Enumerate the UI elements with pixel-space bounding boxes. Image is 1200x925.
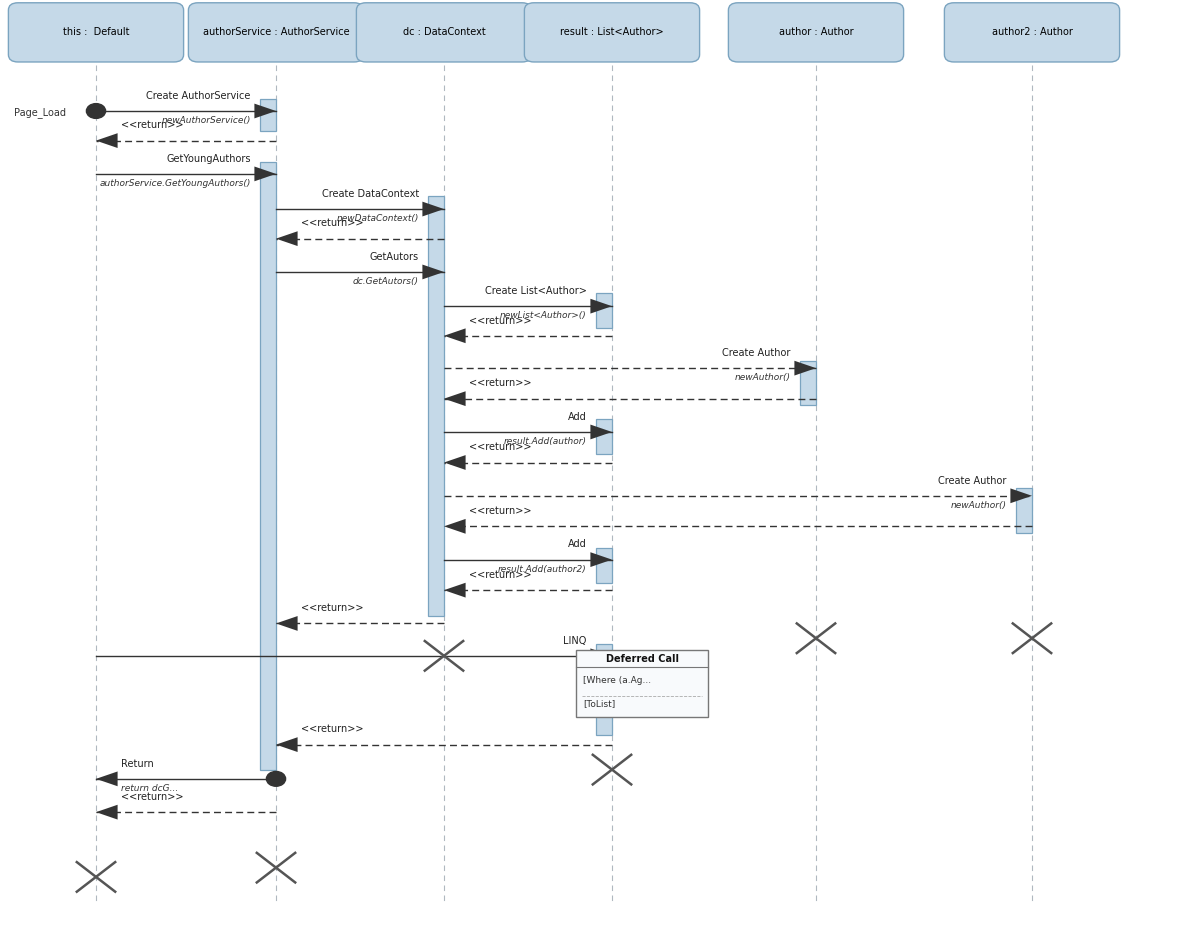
- Polygon shape: [276, 737, 298, 752]
- Polygon shape: [96, 805, 118, 820]
- Polygon shape: [794, 361, 816, 376]
- Polygon shape: [1010, 488, 1032, 503]
- Text: return dcG...: return dcG...: [121, 784, 179, 793]
- Polygon shape: [422, 265, 444, 279]
- Circle shape: [86, 104, 106, 118]
- Circle shape: [266, 771, 286, 786]
- Text: this :  Default: this : Default: [62, 28, 130, 37]
- Bar: [596, 644, 612, 735]
- FancyBboxPatch shape: [188, 3, 364, 62]
- Text: dc : DataContext: dc : DataContext: [403, 28, 485, 37]
- Text: Return: Return: [121, 758, 154, 769]
- Text: GetYoungAuthors: GetYoungAuthors: [167, 154, 251, 164]
- Text: <<return>>: <<return>>: [469, 378, 532, 388]
- Text: author : Author: author : Author: [779, 28, 853, 37]
- Text: <<return>>: <<return>>: [469, 442, 532, 452]
- Text: newAuthor(): newAuthor(): [734, 373, 791, 382]
- Text: [ToList]: [ToList]: [583, 698, 616, 708]
- Polygon shape: [444, 583, 466, 598]
- Text: Create AuthorService: Create AuthorService: [146, 91, 251, 101]
- Text: Deferred Call: Deferred Call: [606, 654, 678, 663]
- FancyBboxPatch shape: [524, 3, 700, 62]
- Text: <<return>>: <<return>>: [469, 570, 532, 580]
- Text: authorService.GetYoungAuthors(): authorService.GetYoungAuthors(): [100, 179, 251, 188]
- Bar: [596, 293, 612, 328]
- Polygon shape: [96, 133, 118, 148]
- Polygon shape: [422, 202, 444, 216]
- Text: authorService : AuthorService: authorService : AuthorService: [203, 28, 349, 37]
- Polygon shape: [96, 771, 118, 786]
- Text: <<return>>: <<return>>: [301, 218, 364, 228]
- Text: newDataContext(): newDataContext(): [336, 214, 419, 223]
- Text: Create Author: Create Author: [722, 348, 791, 358]
- Text: LINQ: LINQ: [564, 635, 587, 646]
- Bar: [596, 548, 612, 583]
- Bar: [596, 419, 612, 454]
- Text: Page_Load: Page_Load: [14, 107, 66, 118]
- Bar: [1016, 488, 1032, 533]
- Text: Create DataContext: Create DataContext: [322, 189, 419, 199]
- Text: newAuthorService(): newAuthorService(): [162, 116, 251, 125]
- Polygon shape: [444, 328, 466, 343]
- FancyBboxPatch shape: [8, 3, 184, 62]
- Bar: [260, 99, 276, 131]
- Polygon shape: [276, 616, 298, 631]
- Bar: [800, 361, 816, 405]
- Bar: [260, 162, 276, 770]
- Text: result : List<Author>: result : List<Author>: [560, 28, 664, 37]
- FancyBboxPatch shape: [944, 3, 1120, 62]
- Text: [Where (a.Ag...: [Where (a.Ag...: [583, 676, 652, 685]
- Text: newList<Author>(): newList<Author>(): [500, 311, 587, 320]
- Text: Create List<Author>: Create List<Author>: [485, 286, 587, 296]
- Polygon shape: [590, 299, 612, 314]
- Text: <<return>>: <<return>>: [301, 603, 364, 613]
- Text: Add: Add: [568, 412, 587, 422]
- FancyBboxPatch shape: [728, 3, 904, 62]
- Text: dc.GetAutors(): dc.GetAutors(): [353, 278, 419, 286]
- Polygon shape: [444, 519, 466, 534]
- Text: result.Add(author): result.Add(author): [504, 437, 587, 446]
- Polygon shape: [444, 391, 466, 406]
- Polygon shape: [254, 166, 276, 181]
- Text: <<return>>: <<return>>: [121, 792, 184, 802]
- FancyBboxPatch shape: [356, 3, 532, 62]
- Polygon shape: [590, 552, 612, 567]
- Text: <<return>>: <<return>>: [469, 315, 532, 326]
- Text: GetAutors: GetAutors: [370, 252, 419, 262]
- Polygon shape: [444, 455, 466, 470]
- Text: Add: Add: [568, 539, 587, 549]
- Text: <<return>>: <<return>>: [469, 506, 532, 516]
- Bar: [576, 650, 708, 717]
- Bar: [428, 196, 444, 616]
- Text: result.Add(author2): result.Add(author2): [498, 564, 587, 574]
- Text: author2 : Author: author2 : Author: [991, 28, 1073, 37]
- Polygon shape: [276, 231, 298, 246]
- Polygon shape: [590, 648, 612, 663]
- Polygon shape: [254, 104, 276, 118]
- Text: newAuthor(): newAuthor(): [950, 501, 1007, 510]
- Polygon shape: [590, 425, 612, 439]
- Text: Create Author: Create Author: [938, 475, 1007, 486]
- Text: <<return>>: <<return>>: [301, 724, 364, 734]
- Text: <<return>>: <<return>>: [121, 120, 184, 130]
